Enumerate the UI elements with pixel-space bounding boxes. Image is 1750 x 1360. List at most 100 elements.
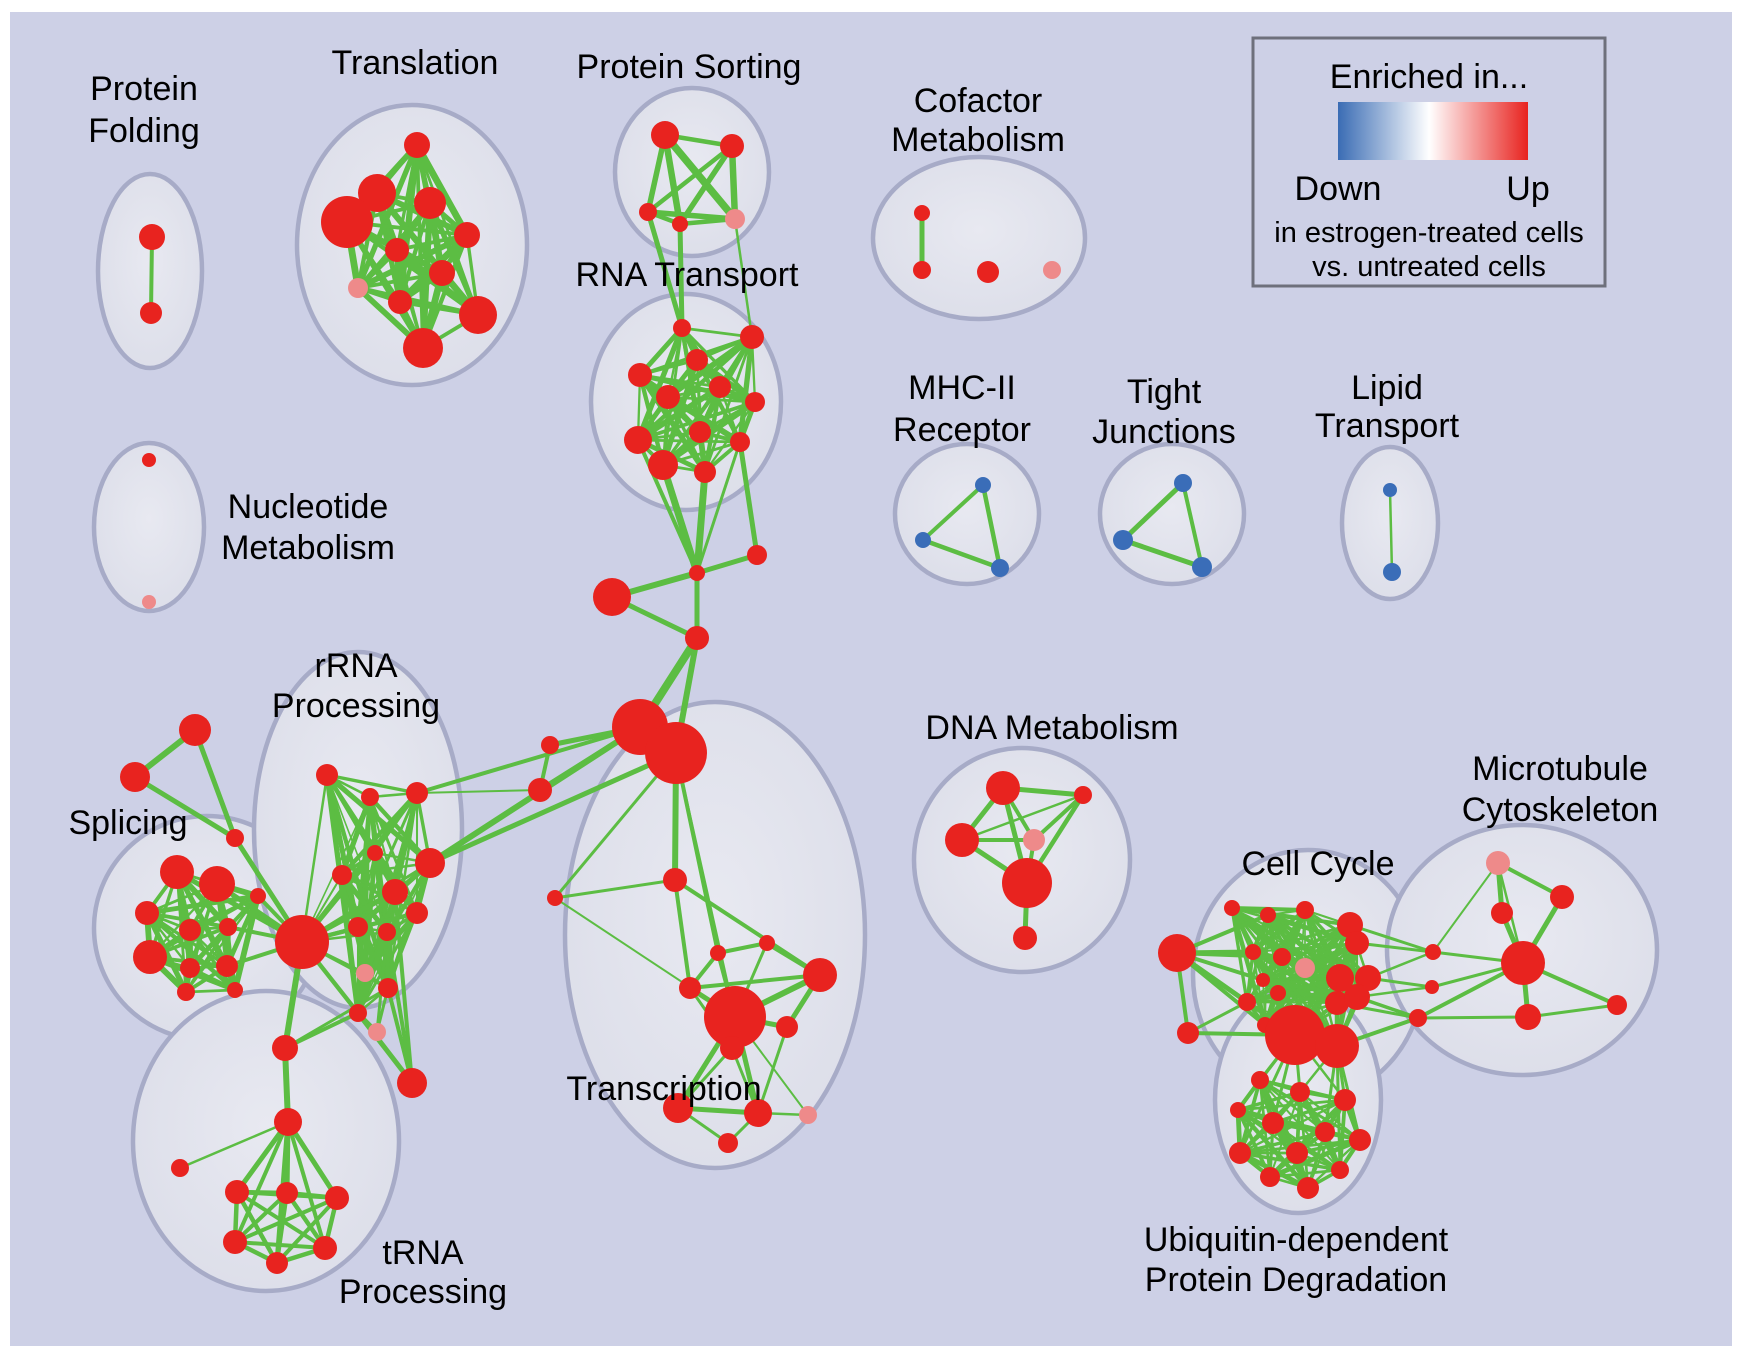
edge-rrna — [386, 986, 414, 1085]
node-protein_sorting-2 — [639, 203, 657, 221]
node-trna-2 — [225, 1180, 249, 1204]
node-rrna-13 — [349, 1004, 367, 1022]
edge-rna_transport-link — [737, 439, 760, 558]
node-tight-2 — [1192, 557, 1212, 577]
edge-ubiquitin — [1267, 1137, 1363, 1180]
cluster-label-microtubule-line1: Cytoskeleton — [1462, 791, 1659, 829]
edge-protein_sorting — [645, 143, 735, 215]
edge-translation — [356, 271, 444, 290]
node-microtubule-0 — [1486, 851, 1510, 875]
edge-rna_transport-link — [659, 461, 701, 577]
node-splicing-0 — [160, 855, 194, 889]
node-dna-2 — [945, 823, 979, 857]
cluster-label-mhc-line1: Receptor — [893, 411, 1031, 449]
node-transcription-2 — [679, 977, 701, 999]
node-rna_transport-8 — [624, 426, 652, 454]
node-trna-7 — [266, 1252, 288, 1274]
legend-gradient-bar — [1338, 102, 1528, 160]
edge-ubiquitin — [1236, 1090, 1302, 1112]
node-ubiquitin-3 — [1230, 1102, 1246, 1118]
node-rrna-10 — [275, 915, 329, 969]
node-cell_cycle-18 — [1177, 1022, 1199, 1044]
cluster-label-ubiquitin-line1: Protein Degradation — [1145, 1261, 1447, 1299]
node-microtubule-4 — [1607, 995, 1627, 1015]
node-rrna-14 — [397, 1068, 427, 1098]
edge-rna_transport — [635, 384, 723, 443]
edge-protein_sorting-rna_transport — [733, 217, 754, 339]
edge-tight — [1181, 481, 1204, 569]
node-rrna-11 — [356, 964, 374, 982]
node-splicing-7 — [180, 958, 200, 978]
node-microtubule-8 — [1409, 1009, 1427, 1027]
cluster-labels: Protein Folding Translation Protein Sorting… — [68, 44, 1658, 1311]
node-transcription-5 — [776, 1016, 798, 1038]
edge-dna — [960, 793, 1085, 842]
node-transcription-3 — [803, 958, 837, 992]
edge-trna — [233, 1120, 290, 1244]
node-protein_folding-0 — [139, 224, 165, 250]
node-cell_cycle-12 — [1238, 993, 1256, 1011]
node-splicing-9 — [227, 982, 243, 998]
legend: Enriched in... Down Up in estrogen-treated … — [1251, 36, 1607, 288]
node-link-8 — [547, 890, 563, 906]
node-cell_cycle-5 — [1245, 944, 1261, 960]
edge-trna — [178, 1120, 290, 1170]
node-cell_cycle-8 — [1326, 964, 1354, 992]
cluster-label-ubiquitin-line0: Ubiquitin-dependent — [1144, 1221, 1449, 1259]
node-ubiquitin-2 — [1334, 1089, 1356, 1111]
cluster-label-protein_folding-line0: Protein — [90, 70, 198, 108]
node-link-9 — [663, 868, 687, 892]
node-cell_cycle-7 — [1295, 958, 1315, 978]
legend-box — [1251, 36, 1607, 288]
node-dna-1 — [1074, 786, 1092, 804]
node-dna-5 — [1013, 926, 1037, 950]
node-transcription-0 — [759, 935, 775, 951]
node-dna-3 — [1023, 829, 1045, 851]
node-translation-1 — [358, 174, 396, 212]
edge-lipid — [1388, 488, 1394, 574]
node-rrna-3 — [367, 845, 383, 861]
node-translation-9 — [459, 296, 497, 334]
edge-mhc — [980, 482, 1003, 571]
edge-trna — [275, 1191, 289, 1265]
node-link-2 — [593, 578, 631, 616]
node-microtubule-7 — [1425, 980, 1439, 994]
edge-link-transcription — [673, 878, 692, 990]
edge-rrna — [339, 794, 373, 878]
node-cell_cycle-6 — [1273, 948, 1291, 966]
edge-rrna — [393, 890, 414, 1085]
cluster-label-microtubule-line0: Microtubule — [1472, 750, 1648, 788]
node-microtubule-5 — [1515, 1004, 1541, 1030]
edge-link-transcription — [554, 897, 736, 1018]
node-microtubule-2 — [1491, 902, 1513, 924]
edge-ubiquitin — [1271, 1098, 1347, 1125]
cluster-label-translation-line0: Translation — [332, 44, 499, 82]
cluster-label-cofactor-line1: Metabolism — [891, 121, 1065, 159]
node-transcription-1 — [710, 945, 726, 961]
edge-cell_cycle — [1230, 906, 1342, 980]
node-link-1 — [747, 545, 767, 565]
node-cell_cycle-0 — [1158, 934, 1196, 972]
edge-tight — [1120, 480, 1186, 543]
node-rna_transport-3 — [628, 363, 652, 387]
edge-rna_transport-link — [636, 438, 699, 575]
node-rrna-1 — [361, 788, 379, 806]
node-translation-2 — [414, 187, 446, 219]
node-trna-8 — [272, 1035, 298, 1061]
node-transcription-6 — [720, 1036, 744, 1060]
node-tight-0 — [1174, 474, 1192, 492]
node-translation-6 — [429, 260, 455, 286]
edge-transcription — [688, 973, 822, 990]
edge-protein_sorting — [677, 143, 735, 227]
graph-nodes — [120, 121, 1627, 1274]
edge-link-link — [553, 751, 678, 900]
node-dna-0 — [986, 771, 1020, 805]
graph-edges — [132, 131, 1619, 1266]
node-splicing-2 — [135, 901, 159, 925]
node-translation-4 — [454, 222, 480, 248]
node-rrna-5 — [332, 865, 352, 885]
node-splicing-10 — [177, 983, 195, 1001]
edge-dna — [1032, 793, 1085, 842]
node-cell_cycle-2 — [1296, 901, 1314, 919]
